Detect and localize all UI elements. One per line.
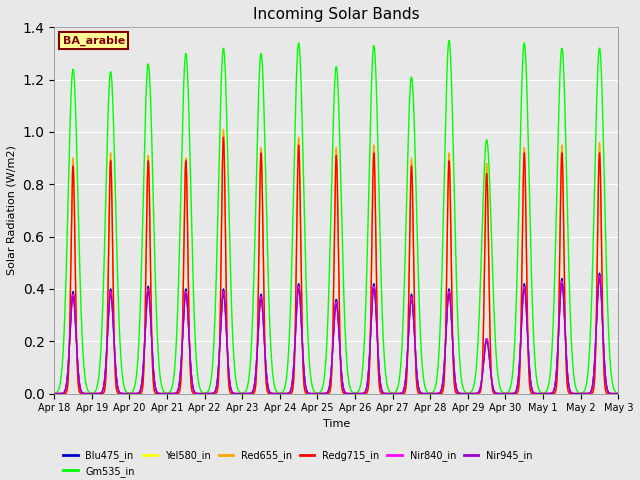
- Line: Gm535_in: Gm535_in: [54, 40, 618, 394]
- Gm535_in: [445, 37, 453, 43]
- Title: Incoming Solar Bands: Incoming Solar Bands: [253, 7, 420, 22]
- Line: Yel580_in: Yel580_in: [54, 134, 618, 394]
- Yel580_in: [614, 391, 621, 396]
- Nir840_in: [614, 391, 621, 396]
- Nir840_in: [596, 273, 604, 279]
- Nir840_in: [431, 391, 439, 396]
- Red655_in: [51, 391, 58, 396]
- Red655_in: [614, 391, 621, 396]
- Line: Blu475_in: Blu475_in: [54, 273, 618, 394]
- Line: Red655_in: Red655_in: [54, 130, 618, 394]
- Redg715_in: [614, 391, 621, 396]
- Red655_in: [220, 127, 227, 132]
- Red655_in: [152, 390, 159, 396]
- Gm535_in: [152, 284, 159, 289]
- Yel580_in: [463, 391, 470, 396]
- Nir945_in: [463, 391, 470, 396]
- Gm535_in: [431, 384, 439, 389]
- Nir945_in: [152, 385, 159, 391]
- Yel580_in: [220, 132, 227, 137]
- Blu475_in: [495, 391, 502, 396]
- Y-axis label: Solar Radiation (W/m2): Solar Radiation (W/m2): [7, 145, 17, 276]
- Nir840_in: [495, 391, 502, 396]
- Blu475_in: [431, 391, 439, 396]
- Line: Nir945_in: Nir945_in: [54, 278, 618, 394]
- Blu475_in: [463, 391, 470, 396]
- Red655_in: [463, 391, 470, 396]
- Blu475_in: [316, 391, 323, 396]
- Nir945_in: [596, 276, 604, 281]
- Nir840_in: [614, 391, 622, 396]
- Gm535_in: [51, 391, 58, 396]
- Gm535_in: [495, 379, 502, 384]
- Gm535_in: [316, 390, 323, 396]
- Nir840_in: [152, 385, 159, 391]
- Redg715_in: [432, 391, 440, 396]
- Redg715_in: [463, 391, 470, 396]
- Redg715_in: [614, 391, 622, 396]
- Text: BA_arable: BA_arable: [63, 36, 125, 46]
- Nir945_in: [495, 391, 502, 396]
- Nir840_in: [463, 391, 470, 396]
- Gm535_in: [614, 390, 621, 396]
- Yel580_in: [316, 391, 323, 396]
- Nir840_in: [51, 391, 58, 396]
- Red655_in: [614, 391, 622, 396]
- Nir945_in: [614, 391, 621, 396]
- Blu475_in: [614, 391, 621, 396]
- Red655_in: [432, 391, 440, 396]
- Redg715_in: [316, 391, 323, 396]
- Redg715_in: [495, 391, 502, 396]
- Yel580_in: [614, 391, 622, 396]
- Blu475_in: [51, 391, 58, 396]
- Redg715_in: [51, 391, 58, 396]
- Red655_in: [316, 391, 323, 396]
- Red655_in: [495, 391, 502, 396]
- Legend: Blu475_in, Gm535_in, Yel580_in, Red655_in, Redg715_in, Nir840_in, Nir945_in: Blu475_in, Gm535_in, Yel580_in, Red655_i…: [59, 446, 536, 480]
- Blu475_in: [596, 270, 604, 276]
- Nir945_in: [316, 391, 323, 396]
- Line: Redg715_in: Redg715_in: [54, 137, 618, 394]
- Yel580_in: [432, 391, 440, 396]
- Nir945_in: [431, 391, 439, 396]
- Line: Nir840_in: Nir840_in: [54, 276, 618, 394]
- Nir945_in: [51, 391, 58, 396]
- Redg715_in: [220, 134, 227, 140]
- Nir840_in: [316, 391, 323, 396]
- Blu475_in: [152, 385, 159, 391]
- Gm535_in: [614, 391, 622, 396]
- Gm535_in: [463, 390, 470, 396]
- Redg715_in: [152, 390, 159, 396]
- Yel580_in: [51, 391, 58, 396]
- X-axis label: Time: Time: [323, 419, 350, 429]
- Yel580_in: [495, 391, 502, 396]
- Blu475_in: [614, 391, 622, 396]
- Nir945_in: [614, 391, 622, 396]
- Yel580_in: [152, 390, 159, 396]
